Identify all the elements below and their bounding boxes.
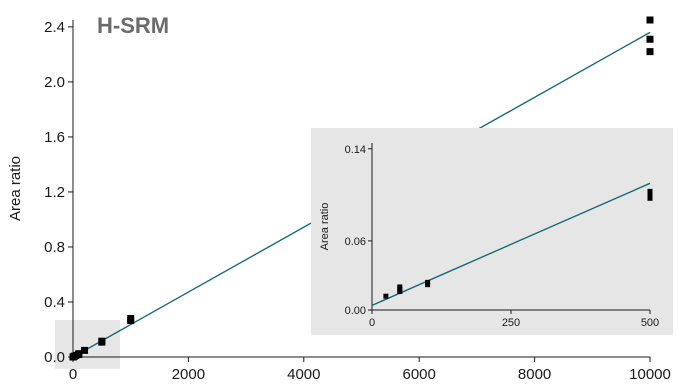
inset-x-tick-label: 0 bbox=[369, 317, 375, 329]
inset-data-point bbox=[647, 195, 653, 201]
y-tick-label: 2.0 bbox=[44, 74, 65, 91]
data-point bbox=[646, 35, 654, 43]
inset-ticks: 0 250 500 0.00 0.06 0.14 bbox=[345, 144, 660, 329]
inset-data-point bbox=[383, 293, 389, 299]
inset-data-point bbox=[397, 289, 403, 295]
inset-data-point bbox=[647, 192, 653, 198]
data-point bbox=[98, 338, 106, 346]
inset-y-tick-label: 0.14 bbox=[345, 144, 366, 156]
inset-y-tick-label: 0.00 bbox=[345, 305, 366, 317]
main-axes bbox=[72, 20, 650, 358]
inset-background bbox=[311, 128, 673, 335]
y-tick-label: 0.8 bbox=[44, 239, 65, 256]
main-ticks: 0 2000 4000 6000 8000 10000 0.0 0.4 0.8 1.2 1.6 2.0… bbox=[44, 19, 671, 383]
x-tick-label: 6000 bbox=[403, 366, 436, 383]
x-tick-label: 10000 bbox=[629, 366, 671, 383]
inset-x-tick-label: 500 bbox=[641, 317, 659, 329]
data-point bbox=[127, 317, 135, 325]
y-tick-label: 0.0 bbox=[44, 349, 65, 366]
x-tick-label: 4000 bbox=[287, 366, 320, 383]
y-tick-label: 2.4 bbox=[44, 19, 65, 36]
data-point bbox=[75, 350, 83, 358]
chart-title: H-SRM bbox=[97, 13, 169, 38]
y-tick-label: 1.6 bbox=[44, 129, 65, 146]
y-tick-label: 1.2 bbox=[44, 184, 65, 201]
main-points bbox=[69, 16, 654, 361]
inset-data-point bbox=[425, 282, 431, 288]
inset-y-tick-label: 0.06 bbox=[345, 236, 366, 248]
y-axis-title: Area ratio bbox=[7, 156, 24, 221]
x-tick-label: 0 bbox=[69, 366, 77, 383]
data-point bbox=[81, 346, 89, 354]
x-tick-label: 8000 bbox=[518, 366, 551, 383]
inset-fit-line bbox=[371, 182, 651, 307]
inset-y-axis-title: Area ratio bbox=[319, 203, 331, 251]
x-tick-label: 2000 bbox=[172, 366, 205, 383]
inset-x-tick-label: 250 bbox=[502, 317, 520, 329]
zoom-region-highlight bbox=[55, 320, 120, 369]
inset-chart: 0 250 500 0.00 0.06 0.14 Area ratio bbox=[311, 128, 673, 335]
data-point bbox=[646, 16, 654, 24]
inset-data-point bbox=[647, 188, 653, 194]
data-point bbox=[646, 48, 654, 56]
inset-points bbox=[383, 188, 653, 299]
inset-fit-line-group bbox=[371, 182, 651, 307]
y-tick-label: 0.4 bbox=[44, 294, 65, 311]
